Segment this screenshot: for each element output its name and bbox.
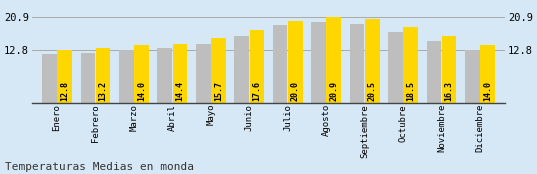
Bar	[196, 44, 211, 102]
Bar	[326, 17, 341, 102]
Bar	[57, 50, 72, 102]
Text: 20.9: 20.9	[329, 81, 338, 101]
Bar	[442, 36, 456, 102]
Bar	[365, 18, 380, 102]
Text: 16.3: 16.3	[445, 81, 454, 101]
Text: Temperaturas Medias en monda: Temperaturas Medias en monda	[5, 162, 194, 172]
Bar	[157, 48, 172, 102]
Text: 20.5: 20.5	[368, 81, 377, 101]
Bar	[427, 41, 441, 102]
Text: 14.4: 14.4	[176, 81, 184, 101]
Bar	[96, 48, 110, 102]
Bar	[119, 50, 134, 102]
Bar	[42, 54, 57, 102]
Text: 14.0: 14.0	[137, 81, 146, 101]
Text: 15.7: 15.7	[214, 81, 223, 101]
Bar	[350, 24, 365, 102]
Bar	[134, 45, 149, 102]
Bar	[81, 53, 95, 102]
Bar	[288, 21, 303, 102]
Text: 14.0: 14.0	[483, 81, 492, 101]
Bar	[211, 38, 226, 102]
Text: 20.0: 20.0	[291, 81, 300, 101]
Text: 13.2: 13.2	[98, 81, 107, 101]
Text: 12.8: 12.8	[60, 81, 69, 101]
Bar	[403, 27, 418, 102]
Bar	[250, 30, 264, 102]
Bar	[273, 25, 287, 102]
Bar	[480, 45, 495, 102]
Text: 18.5: 18.5	[406, 81, 415, 101]
Text: 17.6: 17.6	[252, 81, 262, 101]
Bar	[234, 36, 249, 102]
Bar	[465, 50, 480, 102]
Bar	[388, 32, 403, 102]
Bar	[311, 22, 326, 102]
Bar	[172, 44, 187, 102]
